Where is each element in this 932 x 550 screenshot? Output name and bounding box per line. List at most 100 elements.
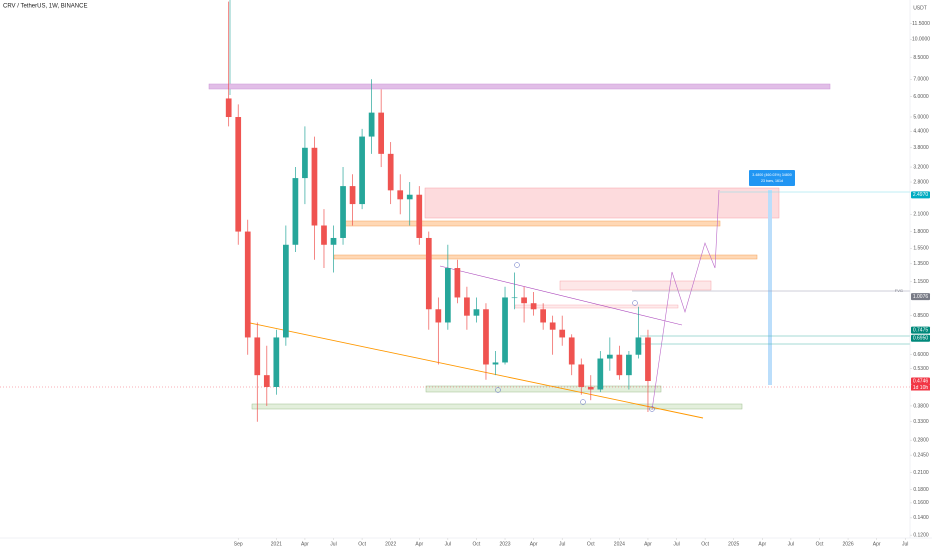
candle-body (435, 309, 442, 323)
x-tick-label: Oct (701, 541, 709, 547)
candle-body (540, 309, 546, 323)
candle-body (321, 225, 327, 245)
candle-body (444, 268, 451, 323)
candle-body (387, 153, 394, 191)
price-tag-label: 0.4746 (913, 378, 929, 384)
candle-body (349, 186, 356, 205)
drawings: 3.4800 (460.03%) 34800 23 bars, 161d FVG (0, 0, 910, 419)
x-tick-label: Sep (234, 541, 243, 547)
x-tick-label: 2025 (728, 541, 739, 547)
chart-title: CRV / TetherUS, 1W, BINANCE (3, 4, 87, 10)
candle-body (273, 337, 280, 387)
supply-zone (344, 220, 721, 227)
x-tick-label: 2024 (614, 541, 625, 547)
candle-body (416, 194, 423, 238)
candle-body (521, 297, 527, 304)
x-tick-label: Jul (330, 541, 336, 547)
candle-body (378, 112, 385, 154)
y-tick-label: 0.6000 (913, 352, 929, 358)
candle-body (502, 297, 508, 363)
candle-body (254, 337, 261, 376)
candle-body (368, 112, 375, 137)
y-tick-label: 4.4000 (913, 129, 929, 135)
price-tag (911, 191, 930, 199)
x-tick-label: Jul (788, 541, 794, 547)
y-tick-label: 0.1600 (913, 500, 929, 506)
x-tick-label: Jul (559, 541, 565, 547)
demand-zone (251, 403, 743, 410)
wave-marker (649, 406, 655, 412)
y-tick-label: 1.1500 (913, 279, 929, 285)
y-tick-label: 5.0000 (913, 114, 929, 120)
x-tick-label: 2022 (385, 541, 396, 547)
y-tick-label: 0.8500 (913, 313, 929, 319)
x-tick-label: Oct (816, 541, 824, 547)
x-tick-label: Apr (644, 541, 652, 547)
x-tick-label: 2021 (271, 541, 282, 547)
candle-body (283, 244, 289, 338)
price-tag-label: 0.7475 (913, 327, 929, 333)
candle-body (406, 194, 413, 200)
candle-body (549, 322, 556, 330)
candle-body (483, 309, 489, 365)
y-tick-label: 0.2450 (913, 452, 929, 458)
x-tick-label: Apr (873, 541, 881, 547)
y-tick-label: 2.1000 (913, 212, 929, 218)
candle-body (330, 237, 337, 245)
y-tick-label: 0.3300 (913, 419, 929, 425)
x-tick-label: Jul (445, 541, 451, 547)
measure-text: 23 bars, 161d (761, 179, 783, 183)
candle-body (225, 98, 232, 118)
measure-tooltip (749, 170, 795, 186)
x-tick-label: Jul (902, 541, 908, 547)
price-tag (911, 326, 930, 334)
candle-body (578, 364, 585, 387)
candle-body (587, 386, 594, 390)
x-tick-label: Apr (415, 541, 423, 547)
y-tick-label: 7.0000 (913, 77, 929, 83)
y-tick-label: 6.0000 (913, 94, 929, 100)
y-tick-label: 1.8000 (913, 229, 929, 235)
candle-body (568, 337, 575, 365)
price-tag-label: 0.6950 (913, 336, 929, 342)
x-tick-label: 2026 (843, 541, 854, 547)
y-tick-label: 0.1800 (913, 487, 929, 493)
candle-body (311, 147, 318, 226)
x-tick-label: Oct (587, 541, 595, 547)
candle-body (359, 136, 365, 205)
y-tick-label: 3.8000 (913, 145, 929, 151)
candle-body (454, 268, 461, 298)
y-tick-label: 8.5000 (913, 55, 929, 61)
fvg-zone (559, 280, 712, 291)
price-tag-label: 1.0076 (913, 294, 929, 300)
countdown-label: 1d 10h (913, 385, 929, 391)
target-zone (424, 187, 780, 219)
y-tick-label: 1.3500 (913, 261, 929, 267)
trend-line (249, 322, 704, 419)
candle-body (559, 329, 566, 338)
x-tick-label: Apr (758, 541, 766, 547)
resistance-zone (208, 83, 831, 90)
candle-body (492, 362, 499, 365)
x-tick-label: Apr (301, 541, 309, 547)
price-tag (911, 293, 930, 301)
wave-marker (632, 300, 638, 306)
x-tick-label: 2023 (499, 541, 510, 547)
candle-body (464, 297, 470, 316)
y-tick-label: 0.1200 (913, 532, 929, 538)
candle-body (263, 375, 270, 387)
trend-line (439, 265, 683, 326)
candle-body (597, 358, 604, 390)
small-zone (514, 304, 679, 309)
x-tick-label: Oct (358, 541, 366, 547)
x-tick-label: Jul (673, 541, 679, 547)
projection-path (651, 189, 720, 411)
wave-marker (580, 399, 586, 405)
price-tag-label: 2.4970 (913, 192, 929, 198)
measure-bar (768, 190, 772, 385)
y-tick-label: 0.1400 (913, 515, 929, 521)
candle-body (397, 190, 404, 200)
